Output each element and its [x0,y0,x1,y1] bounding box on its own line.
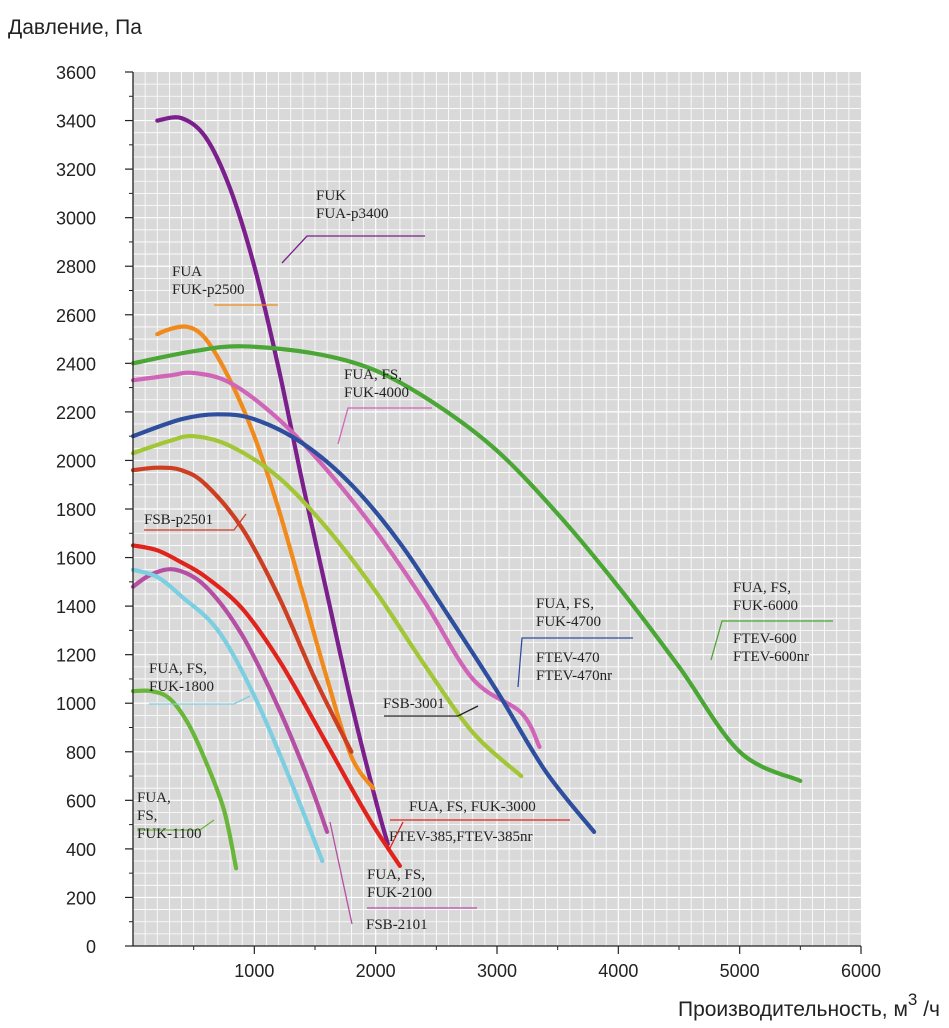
curve-label: FSB-3001 [383,696,445,712]
y-axis-label: Давление, Па [8,16,142,39]
x-axis-label: Производительность, м3 /ч [678,990,940,1021]
series-line [155,324,376,791]
label-leader-line [384,705,479,717]
label-leader-line [389,821,404,849]
series-line [130,370,542,749]
curve-label: FUK-6000 [733,598,798,614]
x-tick-label: 1000 [234,961,274,981]
y-tick-label: 0 [86,937,96,957]
label-leader-line [137,819,215,831]
series-line [130,465,354,754]
curve-label: FTEV-470 [536,650,600,666]
y-tick-label: 1000 [56,694,96,714]
curve-label: FUK-1100 [137,826,201,842]
label-leader-line [710,620,833,661]
x-axis-label-sup: 3 [908,990,917,1009]
y-tick-label: 2200 [56,403,96,423]
curve-label: FUA, FS, [367,867,425,883]
curve-label: FUK-4000 [344,385,409,401]
curve-label: FUA, FS, [733,580,791,596]
y-tick-label: 3200 [56,160,96,180]
curve-label: FUK-4700 [536,614,601,630]
y-axis-ticks: 0 200 400 600 800 1000 1200 1400 1600 1800 2000 220… [56,63,133,957]
series-line [130,433,524,779]
x-axis-ticks: 1000 2000 3000 4000 5000 6000 [193,946,881,981]
y-tick-label: 1600 [56,549,96,569]
curve-label: FUA, FS, [536,596,594,612]
x-tick-label: 3000 [477,961,517,981]
y-tick-label: 800 [66,743,96,763]
series-line [130,543,402,868]
y-tick-label: 2000 [56,451,96,471]
y-tick-label: 2400 [56,354,96,374]
label-leader-line [149,695,251,705]
curve-label: FTEV-600 [733,631,797,647]
series-line [130,412,597,834]
curve-label: FUA, FS, [149,661,207,677]
curve-label: FTEV-600nr [733,649,809,665]
curve-label: FSB-p2501 [144,512,213,528]
y-tick-label: 3400 [56,112,96,132]
curve-label: FUA-p3400 [316,206,389,222]
label-leader-line [281,235,425,264]
y-tick-label: 3600 [56,63,96,83]
curves [130,115,803,871]
label-leader-line [329,821,353,925]
curve-label: FTEV-385,FTEV-385nr [389,829,532,845]
curve-label: FUK-1800 [149,679,214,695]
label-leader-line [337,407,432,445]
series-line [130,567,325,864]
series-line [155,115,390,847]
curve-label: FUK [316,188,346,204]
y-tick-label: 1200 [56,646,96,666]
label-leaders [137,235,833,925]
label-leader-line [144,513,247,531]
x-tick-label: 6000 [841,961,881,981]
y-tick-label: 200 [66,888,96,908]
label-leader-line [517,637,633,688]
x-tick-label: 2000 [356,961,396,981]
series-line [130,567,330,834]
x-tick-label: 5000 [720,961,760,981]
curve-label: FUK-p2500 [172,282,245,298]
y-tick-label: 2800 [56,257,96,277]
x-tick-label: 4000 [598,961,638,981]
y-tick-label: 2600 [56,306,96,326]
x-axis-label-suffix: /ч [917,998,940,1021]
curve-label: FS, [137,808,157,824]
curve-label: FUA, [137,790,171,806]
y-tick-label: 600 [66,791,96,811]
curve-label: FTEV-470nr [536,668,612,684]
curve-label: FUK-2100 [367,885,432,901]
x-axis-label-main: Производительность, м [678,998,908,1021]
y-tick-label: 3000 [56,209,96,229]
y-tick-label: 1800 [56,500,96,520]
series-line [130,344,803,783]
y-tick-label: 400 [66,840,96,860]
series-line [130,688,239,871]
curve-label: FSB-2101 [366,917,428,933]
curve-labels: FUK FUA-p3400 FUA FUK-p2500 FUA, FS, FUK-4000… [137,188,809,933]
curve-label: FUA, FS, FUK-3000 [409,799,536,815]
curve-label: FUA, FS, [344,367,402,383]
curve-label: FUA [172,264,202,280]
y-tick-label: 1400 [56,597,96,617]
